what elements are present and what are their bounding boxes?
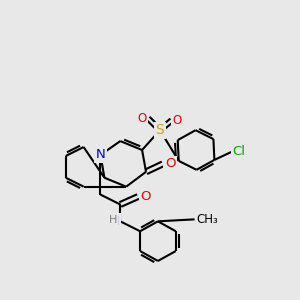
Text: N: N <box>110 215 119 228</box>
Text: O: O <box>140 190 151 203</box>
Text: O: O <box>173 114 182 127</box>
Text: CH₃: CH₃ <box>196 213 218 226</box>
Text: S: S <box>155 123 164 137</box>
Text: O: O <box>138 112 147 125</box>
Text: Cl: Cl <box>232 146 245 158</box>
Text: O: O <box>165 158 175 170</box>
Text: N: N <box>96 148 105 161</box>
Text: H: H <box>109 215 118 225</box>
